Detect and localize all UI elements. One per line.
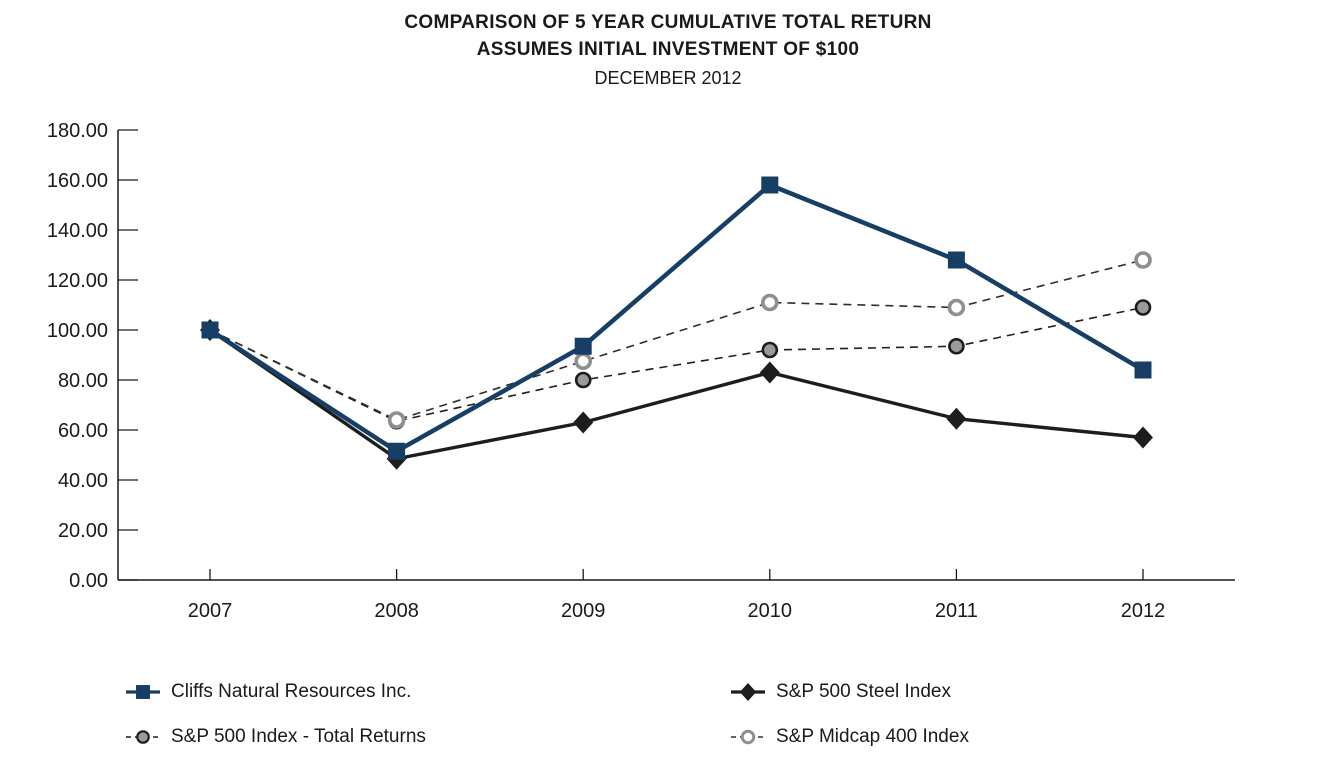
legend-label: S&P 500 Steel Index	[776, 681, 951, 702]
plot-area: 0.00 20.00 40.00 60.00 80.00 100.00 120.00 140.…	[47, 120, 1235, 622]
series-line-s-p-midcap-400-index	[209, 259, 1144, 421]
series-marker-cliffs-natural-resources-inc	[574, 337, 592, 355]
series-marker-cliffs-natural-resources-inc	[761, 176, 779, 194]
legend-label: Cliffs Natural Resources Inc.	[171, 681, 412, 702]
legend-swatch-svg	[126, 730, 160, 744]
legend-item-sp500-steel-index: S&P 500 Steel Index	[731, 680, 951, 704]
chart-date: DECEMBER 2012	[594, 68, 742, 88]
series-marker-s-p-500-index-total-returns	[761, 341, 779, 359]
y-tick-label: 120.00	[47, 270, 108, 292]
series-marker-s-p-500-index-total-returns	[948, 337, 965, 355]
series-marker-s-p-500-steel-index	[946, 407, 967, 430]
series-marker-s-p-500-steel-index	[1133, 426, 1153, 449]
series-marker-cliffs-natural-resources-inc	[388, 442, 406, 460]
y-tick-label: 40.00	[58, 470, 108, 492]
y-tick-label: 160.00	[47, 170, 108, 192]
y-tick-label: 20.00	[58, 520, 108, 542]
y-tick-label: 100.00	[47, 320, 108, 342]
legend-swatch-svg	[731, 682, 765, 702]
x-tick-label: 2008	[374, 600, 419, 622]
series-marker-legend-s-p-500-steel-index	[739, 682, 757, 702]
series-marker-legend-cliffs-natural-resources-inc	[136, 685, 150, 699]
legend-marker-sp500-circle-icon	[126, 725, 160, 749]
legend-swatch-svg	[126, 685, 160, 699]
series-marker-s-p-500-index-total-returns	[1134, 299, 1152, 316]
x-tick-label: 2012	[1121, 600, 1166, 622]
series-marker-cliffs-natural-resources-inc	[1134, 361, 1152, 379]
x-tick-label: 2007	[188, 600, 233, 622]
series-marker-s-p-500-steel-index	[573, 411, 594, 434]
title-block: COMPARISON OF 5 YEAR CUMULATIVE TOTAL RE…	[0, 9, 1336, 91]
series-line-s-p-500-index-total-returns	[209, 306, 1144, 423]
legend-marker-steel-diamond-icon	[731, 680, 765, 704]
chart-title: COMPARISON OF 5 YEAR CUMULATIVE TOTAL RE…	[404, 12, 932, 33]
y-tick-label: 140.00	[47, 220, 108, 242]
series-marker-s-p-midcap-400-index	[574, 352, 593, 371]
series-marker-s-p-midcap-400-index	[387, 411, 406, 429]
y-tick-label: 80.00	[58, 370, 108, 392]
legend-item-cliffs-natural-resources: Cliffs Natural Resources Inc.	[126, 680, 411, 704]
chart-subtitle: ASSUMES INITIAL INVESTMENT OF $100	[476, 39, 860, 60]
chart-legend: Cliffs Natural Resources Inc. S&P 500 St…	[0, 672, 1336, 766]
series-marker-s-p-midcap-400-index	[947, 298, 966, 317]
x-tick-label: 2010	[748, 600, 793, 622]
x-tick-label: 2011	[935, 600, 978, 622]
legend-label: S&P 500 Index - Total Returns	[171, 726, 426, 747]
series-line-cliffs-natural-resources-inc	[208, 182, 1145, 454]
y-tick-label: 60.00	[58, 420, 108, 442]
series-marker-s-p-500-index-total-returns	[574, 371, 592, 389]
series-marker-cliffs-natural-resources-inc	[201, 321, 219, 339]
legend-label: S&P Midcap 400 Index	[776, 726, 969, 747]
x-tick-label: 2009	[561, 600, 606, 622]
series-marker-legend-s-p-midcap-400-index	[740, 729, 756, 745]
series-marker-s-p-midcap-400-index	[1134, 251, 1152, 269]
legend-marker-midcap-circle-icon	[731, 725, 765, 749]
legend-item-sp-midcap-400: S&P Midcap 400 Index	[731, 725, 969, 749]
series-line-s-p-500-steel-index	[209, 328, 1144, 461]
series-marker-s-p-midcap-400-index	[760, 293, 779, 312]
legend-marker-cliffs-square-icon	[126, 680, 160, 704]
series-marker-s-p-500-steel-index	[759, 361, 780, 384]
y-tick-label: 180.00	[47, 120, 108, 142]
legend-item-sp500-total-returns: S&P 500 Index - Total Returns	[126, 725, 426, 749]
legend-swatch-svg	[731, 729, 765, 745]
series-marker-cliffs-natural-resources-inc	[947, 251, 965, 269]
y-tick-label: 0.00	[69, 570, 108, 592]
series-marker-legend-s-p-500-index-total-returns	[136, 730, 150, 744]
